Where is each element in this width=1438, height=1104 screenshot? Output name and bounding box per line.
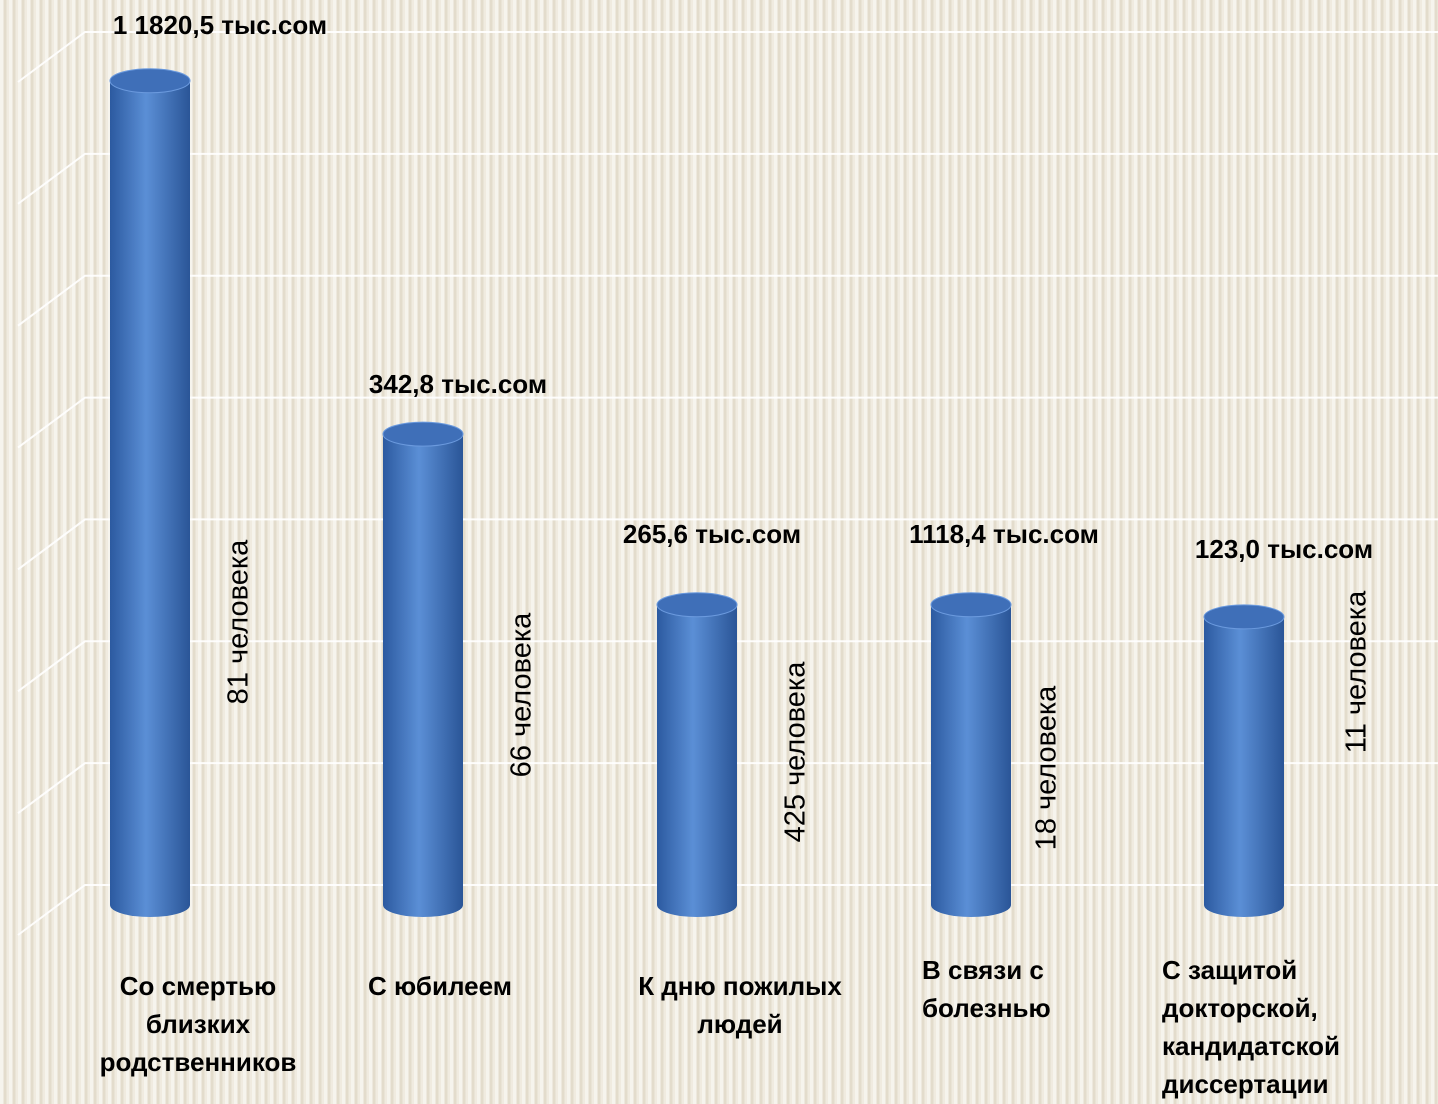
amount-label: 265,6 тыс.сом — [623, 519, 801, 549]
category-line: болезнью — [922, 993, 1051, 1023]
bar — [656, 592, 738, 917]
bar-top — [656, 592, 738, 618]
category-line: С юбилеем — [368, 971, 512, 1001]
grid-line — [17, 152, 1438, 205]
category-line: С защитой — [1162, 955, 1297, 985]
category-line: диссертации — [1162, 1069, 1329, 1099]
grid-line — [17, 274, 1438, 327]
bar-top — [109, 68, 191, 94]
category-label: В связи с болезнью — [922, 955, 1051, 1023]
bar — [109, 68, 191, 917]
bar-body — [383, 434, 463, 917]
category-label: С юбилеем — [368, 971, 512, 1001]
count-label: 66 человека — [506, 612, 538, 777]
category-label: С защитой докторской, кандидатской диссерта… — [1162, 955, 1340, 1099]
bar — [382, 421, 464, 917]
category-line: родственников — [100, 1047, 297, 1077]
category-line: докторской, — [1162, 993, 1318, 1023]
count-label: 11 человека — [1341, 590, 1373, 753]
count-label: 425 человека — [780, 661, 812, 843]
grid-line — [17, 31, 1438, 83]
grid-line — [17, 396, 1438, 449]
category-line: людей — [697, 1009, 782, 1039]
category-label: К дню пожилых людей — [638, 971, 842, 1039]
bar-top — [382, 421, 464, 447]
category-label: Со смертью близких родственников — [100, 971, 297, 1077]
amount-label: 1 1820,5 тыс.сом — [113, 10, 327, 40]
amount-label: 123,0 тыс.сом — [1195, 534, 1373, 564]
bar-body — [657, 604, 737, 917]
amount-label: 342,8 тыс.сом — [369, 369, 547, 399]
amount-label: 1118,4 тыс.сом — [909, 519, 1099, 549]
bar-body — [1204, 616, 1284, 917]
bar-body — [110, 80, 190, 917]
category-line: близких — [146, 1009, 251, 1039]
count-label: 81 человека — [223, 539, 255, 704]
bar-top — [1203, 604, 1285, 630]
category-line: кандидатской — [1162, 1031, 1340, 1061]
category-line: Со смертью — [120, 971, 277, 1001]
count-label: 18 человека — [1031, 685, 1063, 850]
bar-body — [931, 604, 1011, 917]
category-line: В связи с — [922, 955, 1044, 985]
bar — [1203, 604, 1285, 917]
bar-top — [930, 592, 1012, 618]
bar — [930, 592, 1012, 917]
grid-line — [17, 518, 1438, 571]
category-line: К дню пожилых — [638, 971, 842, 1001]
